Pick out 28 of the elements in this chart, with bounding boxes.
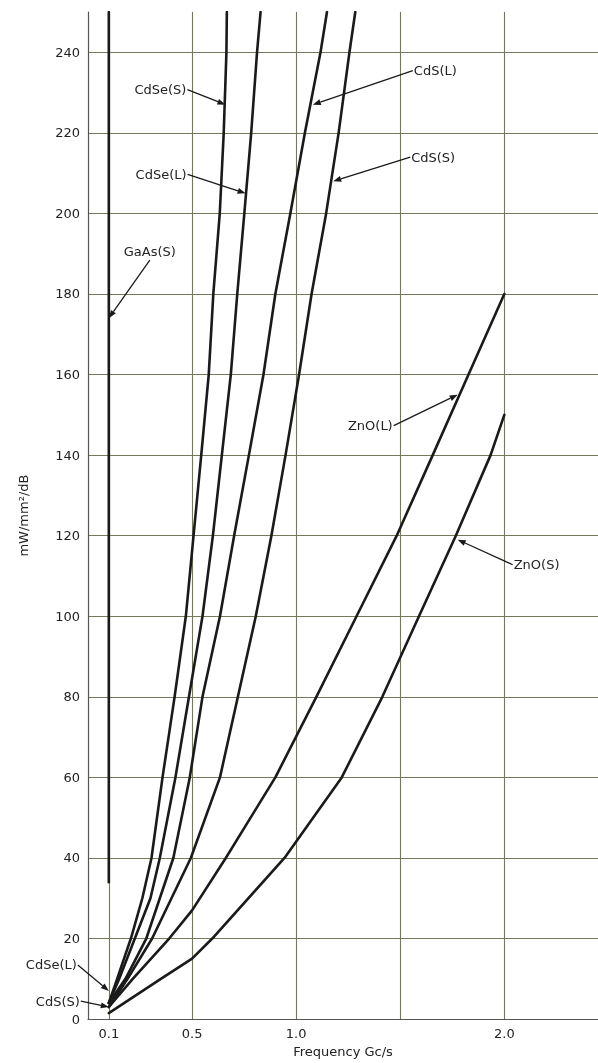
y-axis-title: mW/mm²/dB <box>16 474 31 557</box>
x-tick-label: 0.1 <box>98 1026 120 1042</box>
annotation: CdS(L) <box>413 63 457 79</box>
y-tick-label: 80 <box>63 689 80 705</box>
x-axis-title: Frequency Gc/s <box>293 1044 394 1059</box>
x-tick-label: 2.0 <box>493 1026 515 1042</box>
y-tick-label: 140 <box>55 447 80 463</box>
x-tick-label: 0.5 <box>181 1026 203 1042</box>
annotation: GaAs(S) <box>123 244 176 260</box>
y-tick-label: 220 <box>55 125 80 141</box>
annotation: ZnO(L) <box>347 418 393 434</box>
y-tick-label: 60 <box>63 769 80 785</box>
y-tick-label: 180 <box>55 286 80 302</box>
y-tick-label: 40 <box>63 850 80 866</box>
y-tick-label: 160 <box>55 367 80 383</box>
annotation: CdS(S) <box>411 149 456 165</box>
annotation: CdSe(L) <box>135 166 187 182</box>
y-tick-label: 0 <box>71 1011 80 1027</box>
x-tick-label: 1.0 <box>285 1026 307 1042</box>
annotation: ZnO(S) <box>513 557 560 573</box>
y-tick-label: 20 <box>63 931 80 947</box>
annotation: CdSe(L) <box>25 957 77 973</box>
annotation: CdS(S) <box>35 993 80 1009</box>
y-tick-label: 200 <box>55 205 80 221</box>
y-tick-label: 100 <box>55 608 80 624</box>
y-tick-label: 120 <box>55 528 80 544</box>
y-tick-label: 240 <box>55 44 80 60</box>
annotation: CdSe(S) <box>134 82 187 98</box>
